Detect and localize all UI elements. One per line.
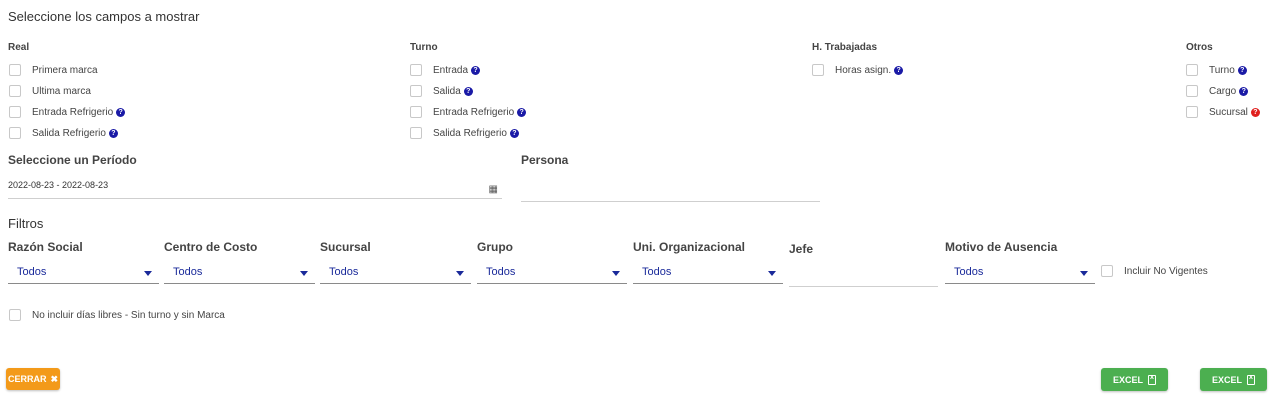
- checkbox-row-otros-cargo[interactable]: Cargo ?: [1186, 84, 1249, 98]
- checkbox-label: Salida: [433, 85, 461, 97]
- excel-file-icon: [1148, 374, 1156, 385]
- chevron-down-icon: [768, 271, 776, 276]
- grupo-label: Grupo: [477, 240, 513, 254]
- help-icon[interactable]: ?: [1239, 86, 1249, 96]
- razon-social-select[interactable]: Todos: [8, 262, 159, 284]
- razon-social-label: Razón Social: [8, 240, 83, 254]
- sucursal-value: Todos: [329, 266, 359, 278]
- chevron-down-icon: [1080, 271, 1088, 276]
- motivo-select[interactable]: Todos: [945, 262, 1095, 284]
- person-input[interactable]: [521, 176, 820, 202]
- checkbox[interactable]: [1186, 106, 1198, 118]
- person-label: Persona: [521, 153, 569, 167]
- excel-button-label: EXCEL: [1112, 374, 1143, 385]
- uni-org-label: Uni. Organizacional: [633, 240, 746, 254]
- checkbox[interactable]: [410, 85, 422, 97]
- sucursal-label: Sucursal: [320, 240, 371, 254]
- checkbox-label: Entrada Refrigerio: [32, 106, 114, 118]
- grupo-value: Todos: [486, 266, 516, 278]
- column-title-turno: Turno: [410, 42, 438, 53]
- help-icon[interactable]: ?: [1250, 107, 1260, 117]
- period-input[interactable]: 2022-08-23 - 2022-08-23 ▦: [8, 176, 502, 199]
- excel-button-2[interactable]: EXCEL: [1200, 368, 1267, 391]
- checkbox-label: Primera marca: [32, 64, 98, 76]
- centro-costo-select[interactable]: Todos: [164, 262, 315, 284]
- close-button-label: CERRAR: [7, 374, 47, 384]
- centro-costo-value: Todos: [173, 266, 203, 278]
- page-title: Seleccione los campos a mostrar: [8, 9, 200, 24]
- checkbox-row-entrada-refrigerio[interactable]: Entrada Refrigerio ?: [9, 105, 126, 119]
- checkbox[interactable]: [9, 64, 21, 76]
- motivo-label: Motivo de Ausencia: [945, 240, 1058, 254]
- checkbox-row-turno-entrada[interactable]: Entrada ?: [410, 63, 481, 77]
- checkbox-row-horas-asign[interactable]: Horas asign. ?: [812, 63, 904, 77]
- grupo-select[interactable]: Todos: [477, 262, 627, 284]
- calendar-icon[interactable]: ▦: [488, 184, 498, 195]
- checkbox-row-otros-turno[interactable]: Turno ?: [1186, 63, 1247, 77]
- excel-button-1[interactable]: EXCEL: [1101, 368, 1168, 391]
- chevron-down-icon: [300, 271, 308, 276]
- chevron-down-icon: [456, 271, 464, 276]
- checkbox[interactable]: [410, 127, 422, 139]
- checkbox[interactable]: [812, 64, 824, 76]
- motivo-value: Todos: [954, 266, 984, 278]
- centro-costo-label: Centro de Costo: [164, 240, 258, 254]
- checkbox[interactable]: [9, 309, 21, 321]
- checkbox-label: Cargo: [1209, 85, 1237, 97]
- checkbox-row-turno-salida-refrigerio[interactable]: Salida Refrigerio ?: [410, 126, 519, 140]
- jefe-input[interactable]: [789, 262, 938, 287]
- checkbox-row-salida-refrigerio[interactable]: Salida Refrigerio ?: [9, 126, 118, 140]
- sucursal-select[interactable]: Todos: [320, 262, 471, 284]
- checkbox-row-otros-sucursal[interactable]: Sucursal ?: [1186, 105, 1260, 119]
- checkbox[interactable]: [1186, 85, 1198, 97]
- help-icon[interactable]: ?: [108, 128, 118, 138]
- excel-button-label: EXCEL: [1211, 374, 1242, 385]
- checkbox[interactable]: [9, 85, 21, 97]
- jefe-label: Jefe: [789, 242, 814, 256]
- help-icon[interactable]: ?: [517, 107, 527, 117]
- uni-org-value: Todos: [642, 266, 672, 278]
- uni-org-select[interactable]: Todos: [633, 262, 783, 284]
- checkbox-label: No incluir días libres - Sin turno y sin…: [32, 309, 225, 321]
- help-icon[interactable]: ?: [116, 107, 126, 117]
- period-label: Seleccione un Período: [8, 153, 137, 167]
- checkbox-label: Entrada Refrigerio: [433, 106, 515, 118]
- chevron-down-icon: [144, 271, 152, 276]
- column-title-otros: Otros: [1186, 42, 1213, 53]
- checkbox-row-turno-entrada-refrigerio[interactable]: Entrada Refrigerio ?: [410, 105, 527, 119]
- help-icon[interactable]: ?: [471, 65, 481, 75]
- filters-title: Filtros: [8, 216, 44, 231]
- checkbox-row-ultima-marca[interactable]: Ultima marca: [9, 84, 91, 98]
- help-icon[interactable]: ?: [509, 128, 519, 138]
- help-icon[interactable]: ?: [463, 86, 473, 96]
- checkbox[interactable]: [410, 106, 422, 118]
- checkbox-label: Entrada: [433, 64, 469, 76]
- checkbox-row-no-incluir-libres[interactable]: No incluir días libres - Sin turno y sin…: [9, 308, 225, 322]
- checkbox-label: Horas asign.: [835, 64, 892, 76]
- column-title-real: Real: [8, 42, 30, 53]
- close-button[interactable]: CERRAR ✖: [6, 368, 60, 390]
- column-title-h-trabajadas: H. Trabajadas: [812, 42, 878, 53]
- checkbox-row-incluir-no-vigentes[interactable]: Incluir No Vigentes: [1101, 264, 1208, 278]
- checkbox-label: Sucursal: [1209, 106, 1248, 118]
- checkbox-label: Ultima marca: [32, 85, 91, 97]
- help-icon[interactable]: ?: [1237, 65, 1247, 75]
- checkbox-label: Turno: [1209, 64, 1235, 76]
- help-icon[interactable]: ?: [894, 65, 904, 75]
- checkbox[interactable]: [1101, 265, 1113, 277]
- checkbox-label: Salida Refrigerio: [32, 127, 106, 139]
- close-icon: ✖: [50, 373, 59, 384]
- period-value: 2022-08-23 - 2022-08-23: [8, 180, 109, 190]
- checkbox[interactable]: [9, 106, 21, 118]
- chevron-down-icon: [612, 271, 620, 276]
- checkbox[interactable]: [1186, 64, 1198, 76]
- razon-social-value: Todos: [17, 266, 47, 278]
- checkbox-label: Incluir No Vigentes: [1124, 265, 1208, 277]
- checkbox-row-turno-salida[interactable]: Salida ?: [410, 84, 473, 98]
- checkbox-row-primera-marca[interactable]: Primera marca: [9, 63, 98, 77]
- excel-file-icon: [1247, 374, 1255, 385]
- checkbox[interactable]: [9, 127, 21, 139]
- checkbox[interactable]: [410, 64, 422, 76]
- checkbox-label: Salida Refrigerio: [433, 127, 507, 139]
